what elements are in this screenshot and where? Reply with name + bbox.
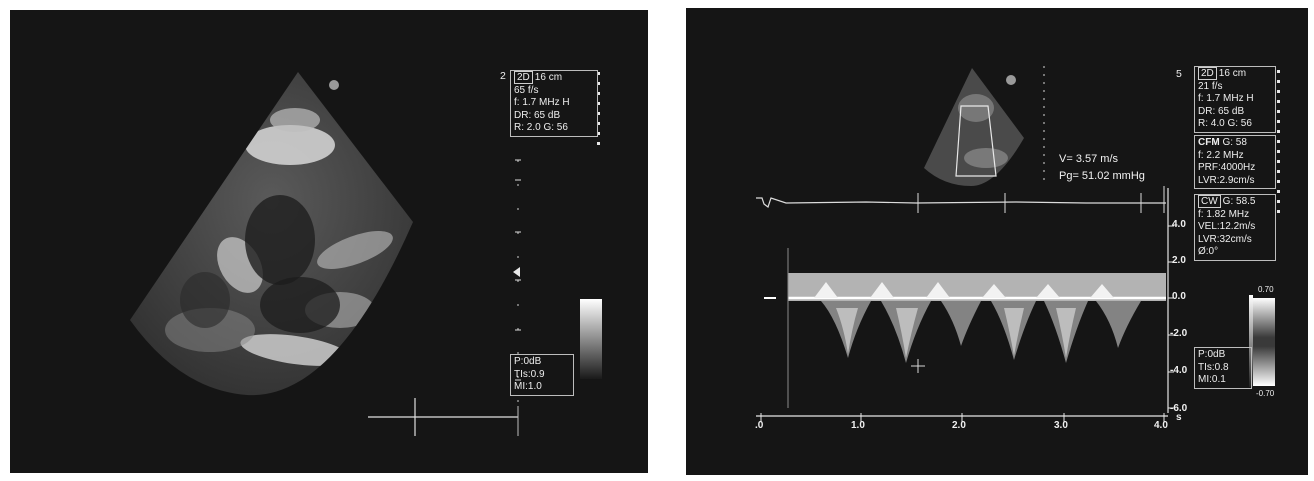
time-unit: s xyxy=(1176,412,1182,423)
cfm-colorbar xyxy=(1253,298,1275,386)
greyscale-bar xyxy=(1249,295,1253,387)
cfm-mode-label: CFM xyxy=(1198,137,1220,148)
colorbar-top-label: 0.70 xyxy=(1258,285,1274,294)
focus-marker xyxy=(513,267,520,277)
echo-2d-panel: 2 2D 16 cm 65 f/s f: 1.7 MHz H DR: 65 dB … xyxy=(10,10,648,473)
cw-angle: Ø:0° xyxy=(1198,246,1219,257)
velocity-tick: -6.0 xyxy=(1170,403,1188,414)
cfm-frequency: f: 2.2 MHz xyxy=(1198,149,1244,161)
frame-rate: 21 f/s xyxy=(1198,80,1223,92)
imaging-settings-box: 2D 16 cm 65 f/s f: 1.7 MHz H DR: 65 dB R:… xyxy=(510,70,598,137)
cw-frequency: f: 1.82 MHz xyxy=(1198,208,1250,220)
time-tick: 1.0 xyxy=(851,420,865,431)
mechanical-index: MI:1.0 xyxy=(514,381,542,392)
cw-settings-box: CW G: 58.5 f: 1.82 MHz VEL:12.2m/s LVR:32… xyxy=(1194,194,1276,261)
reject-gain: R: 2.0 G: 56 xyxy=(514,122,568,133)
cw-mode-label: CW xyxy=(1198,195,1221,208)
mode-label-2d: 2D xyxy=(1198,67,1217,80)
doppler-image xyxy=(756,66,1280,422)
cfm-prf: PRF:4000Hz xyxy=(1198,162,1256,173)
frequency: f: 1.7 MHz H xyxy=(514,97,570,108)
thermal-index: TIs:0.8 xyxy=(1198,361,1229,373)
power-settings-box: P:0dB TIs:0.9 MI:1.0 xyxy=(510,354,574,396)
orientation-marker-small xyxy=(1006,75,1016,85)
ecg-trace xyxy=(756,197,1166,208)
echo-2d-image xyxy=(130,72,602,436)
thermal-index: TIs:0.9 xyxy=(514,368,545,380)
power-output: P:0dB xyxy=(514,356,542,367)
imaging-settings-box: 2D 16 cm 21 f/s f: 1.7 MHz H DR: 65 dB R:… xyxy=(1194,66,1276,133)
velocity-tick: 0.0 xyxy=(1172,291,1186,302)
depth-value: 16 cm xyxy=(1218,68,1247,79)
depth-value: 16 cm xyxy=(534,72,563,83)
cw-lvr: LVR:32cm/s xyxy=(1198,233,1252,245)
time-tick: 4.0 xyxy=(1154,420,1168,431)
thumbnail-sector xyxy=(924,68,1024,186)
time-tick: .0 xyxy=(755,420,764,431)
reject-gain: R: 4.0 G: 56 xyxy=(1198,118,1252,129)
velocity-measurement: V= 3.57 m/s xyxy=(1059,153,1119,165)
mode-label: 2D xyxy=(514,71,533,84)
dynamic-range: DR: 65 dB xyxy=(1198,105,1245,117)
power-settings-box: P:0dB TIs:0.8 MI:0.1 xyxy=(1194,347,1252,389)
doppler-cursor-box xyxy=(955,105,997,177)
frequency: f: 1.7 MHz H xyxy=(1198,93,1254,104)
frame-number: 5 xyxy=(1176,68,1182,80)
time-tick: 3.0 xyxy=(1054,420,1068,431)
velocity-tick: 2.0 xyxy=(1172,255,1186,266)
cfm-lvr: LVR:2.9cm/s xyxy=(1198,174,1255,186)
power-output: P:0dB xyxy=(1198,349,1226,360)
time-tick: 2.0 xyxy=(952,420,966,431)
cw-gain: G: 58.5 xyxy=(1222,196,1256,207)
echo-doppler-panel: 5 2D 16 cm 21 f/s f: 1.7 MHz H DR: 65 dB … xyxy=(686,8,1308,475)
velocity-tick: -4.0 xyxy=(1170,365,1188,376)
cfm-gain: G: 58 xyxy=(1222,137,1247,148)
dynamic-range: DR: 65 dB xyxy=(514,109,561,121)
frame-rate: 65 f/s xyxy=(514,84,539,96)
cw-velocity-scale: VEL:12.2m/s xyxy=(1198,221,1256,232)
cfm-settings-box: CFM G: 58 f: 2.2 MHz PRF:4000Hz LVR:2.9c… xyxy=(1194,135,1276,189)
greyscale-bar xyxy=(580,299,602,379)
mechanical-index: MI:0.1 xyxy=(1198,374,1226,385)
colorbar-bottom-label: -0.70 xyxy=(1256,389,1275,398)
velocity-tick: 4.0 xyxy=(1172,219,1186,230)
frame-number: 2 xyxy=(500,70,506,82)
pressure-gradient: Pg= 51.02 mmHg xyxy=(1059,170,1145,182)
orientation-marker xyxy=(329,80,339,90)
velocity-tick: -2.0 xyxy=(1170,328,1188,339)
